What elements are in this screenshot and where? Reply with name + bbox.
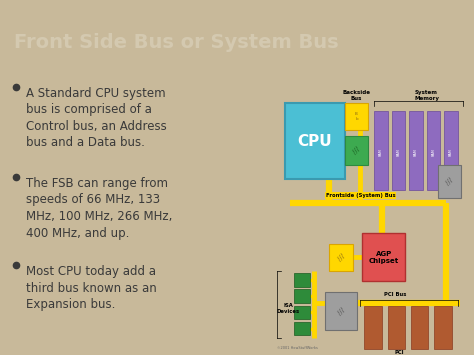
- FancyBboxPatch shape: [294, 306, 310, 319]
- FancyBboxPatch shape: [294, 273, 310, 287]
- Text: ///: ///: [352, 146, 361, 155]
- Text: CPU: CPU: [298, 133, 332, 148]
- FancyBboxPatch shape: [409, 111, 423, 190]
- FancyBboxPatch shape: [329, 244, 353, 271]
- Text: System
Memory: System Memory: [414, 90, 439, 100]
- Text: RAM: RAM: [431, 148, 435, 156]
- FancyBboxPatch shape: [411, 306, 428, 349]
- Text: AGP
Chipset: AGP Chipset: [369, 251, 399, 263]
- Text: ///: ///: [337, 306, 346, 316]
- FancyBboxPatch shape: [284, 103, 345, 179]
- Text: RAM: RAM: [396, 148, 401, 156]
- Text: RAM: RAM: [414, 148, 418, 156]
- FancyBboxPatch shape: [444, 111, 457, 190]
- FancyBboxPatch shape: [392, 111, 405, 190]
- FancyBboxPatch shape: [294, 289, 310, 303]
- FancyBboxPatch shape: [365, 306, 382, 349]
- Text: ///: ///: [445, 177, 455, 186]
- Text: ///: ///: [337, 252, 346, 262]
- Text: B
b: B b: [355, 113, 358, 121]
- FancyBboxPatch shape: [388, 306, 405, 349]
- Text: A Standard CPU system
bus is comprised of a
Control bus, an Address
bus and a Da: A Standard CPU system bus is comprised o…: [26, 87, 167, 149]
- Text: Backside
Bus: Backside Bus: [343, 90, 371, 100]
- Text: Most CPU today add a
third bus known as an
Expansion bus.: Most CPU today add a third bus known as …: [26, 265, 157, 311]
- Text: Frontside (System) Bus: Frontside (System) Bus: [326, 193, 395, 198]
- Text: RAM: RAM: [449, 148, 453, 156]
- FancyBboxPatch shape: [374, 111, 388, 190]
- Text: The FSB can range from
speeds of 66 MHz, 133
MHz, 100 MHz, 266 MHz,
400 MHz, and: The FSB can range from speeds of 66 MHz,…: [26, 177, 173, 240]
- Text: RAM: RAM: [379, 148, 383, 156]
- Text: ©2001 HowStuffWorks: ©2001 HowStuffWorks: [277, 346, 318, 350]
- FancyBboxPatch shape: [294, 322, 310, 335]
- FancyBboxPatch shape: [434, 306, 452, 349]
- FancyBboxPatch shape: [345, 136, 368, 165]
- Text: PCI Bus: PCI Bus: [384, 293, 407, 297]
- Text: PCI
Devices: PCI Devices: [388, 350, 411, 355]
- FancyBboxPatch shape: [427, 111, 440, 190]
- FancyBboxPatch shape: [345, 103, 368, 130]
- Text: Front Side Bus or System Bus: Front Side Bus or System Bus: [14, 33, 339, 52]
- FancyBboxPatch shape: [438, 165, 462, 198]
- FancyBboxPatch shape: [326, 292, 356, 330]
- Text: ISA
Devices: ISA Devices: [277, 303, 300, 314]
- FancyBboxPatch shape: [362, 233, 405, 281]
